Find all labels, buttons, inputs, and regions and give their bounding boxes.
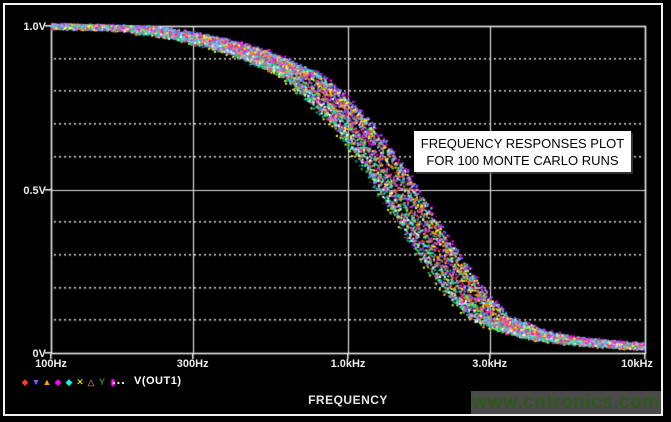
- annotation-box: FREQUENCY RESPONSES PLOT FOR 100 MONTE C…: [414, 131, 631, 172]
- watermark-banner: www.cntronics.com: [471, 391, 661, 414]
- legend-marker-icon: ◆: [65, 377, 73, 387]
- annotation-line-1: FREQUENCY RESPONSES PLOT: [420, 135, 625, 151]
- legend-marker-icon: ▲: [42, 377, 52, 387]
- legend-marker-icon: ◆: [21, 377, 29, 387]
- legend-marker-icon: △: [87, 377, 95, 387]
- x-tick-label: 100Hz: [35, 358, 67, 370]
- legend-marker-icon: ▮: [110, 377, 116, 387]
- legend-marker-icon: Y: [98, 377, 105, 387]
- x-tick-label: 10kHz: [621, 358, 653, 370]
- y-tick-label: 0V: [32, 348, 46, 360]
- x-tick-label: 3.0kHz: [472, 358, 508, 370]
- x-axis-title: FREQUENCY: [308, 393, 388, 407]
- y-tick-label: 1.0V: [23, 21, 46, 33]
- legend-marker-icon: ◆: [54, 377, 62, 387]
- legend-ellipsis: ...: [112, 372, 126, 387]
- x-tick-label: 300Hz: [176, 358, 209, 370]
- y-tick-label: 0.5V: [23, 184, 46, 197]
- legend-marker-icon: ▼: [31, 377, 41, 387]
- legend-series-name: V(OUT1): [134, 375, 182, 387]
- annotation-line-2: FOR 100 MONTE CARLO RUNS: [426, 152, 619, 168]
- legend-marker-icon: ✕: [76, 377, 84, 387]
- watermark-text: www.cntronics.com: [472, 391, 660, 413]
- x-tick-label: 1.0kHz: [330, 358, 366, 370]
